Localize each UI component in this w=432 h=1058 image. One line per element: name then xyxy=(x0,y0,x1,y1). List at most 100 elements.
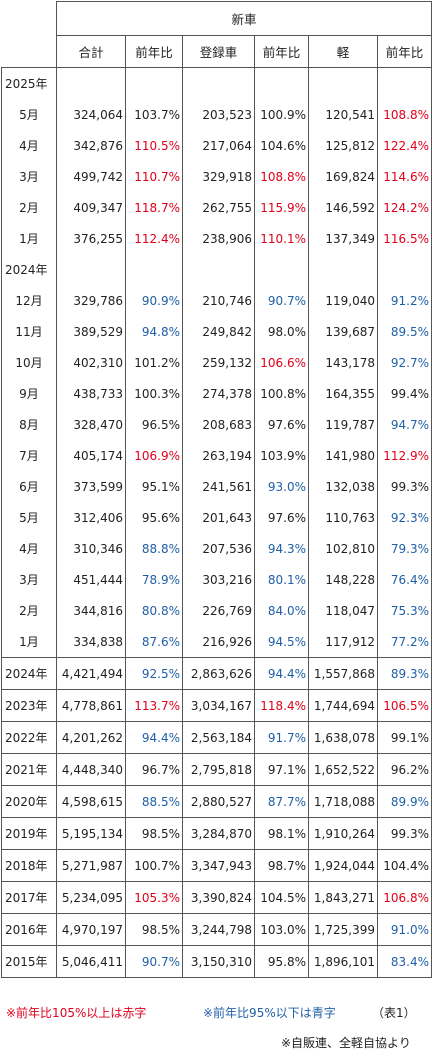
cell-registered: 3,347,943 xyxy=(182,849,255,882)
cell-total: 4,598,615 xyxy=(56,785,126,818)
cell-total-yoy: 92.5% xyxy=(125,657,183,690)
col-header-total-yoy: 前年比 xyxy=(125,35,183,68)
cell-kei: 146,592 xyxy=(308,192,378,223)
table-row: 4月 310,346 88.8% 207,536 94.3% 102,810 79.3% xyxy=(1,533,432,564)
cell-registered-yoy xyxy=(254,67,309,99)
table-row: 2022年 4,201,262 94.4% 2,563,184 91.7% 1,638,0… xyxy=(1,721,432,754)
cell-kei: 141,980 xyxy=(308,440,378,471)
cell-registered: 262,755 xyxy=(182,192,255,223)
row-label: 2023年 xyxy=(1,689,57,722)
cell-kei-yoy: 92.3% xyxy=(377,502,432,533)
row-label: 10月 xyxy=(1,347,57,378)
table-row: 2018年 5,271,987 100.7% 3,347,943 98.7% 1,924,… xyxy=(1,849,432,882)
cell-kei-yoy: 75.3% xyxy=(377,595,432,626)
cell-registered: 3,034,167 xyxy=(182,689,255,722)
table-row: 9月 438,733 100.3% 274,378 100.8% 164,355 99.4% xyxy=(1,378,432,409)
cell-total-yoy: 95.6% xyxy=(125,502,183,533)
cell-total: 4,970,197 xyxy=(56,913,126,946)
cell-total: 499,742 xyxy=(56,161,126,192)
cell-registered: 208,683 xyxy=(182,409,255,440)
cell-kei: 119,040 xyxy=(308,285,378,316)
table-row: 2月 344,816 80.8% 226,769 84.0% 118,047 75.3% xyxy=(1,595,432,626)
cell-total: 409,347 xyxy=(56,192,126,223)
header-corner xyxy=(1,1,57,36)
row-label: 4月 xyxy=(1,130,57,161)
cell-kei xyxy=(308,254,378,285)
cell-total-yoy: 103.7% xyxy=(125,99,183,130)
cell-total-yoy xyxy=(125,254,183,285)
cell-kei-yoy: 79.3% xyxy=(377,533,432,564)
cell-registered-yoy: 104.6% xyxy=(254,130,309,161)
table-number: （表1） xyxy=(372,1006,416,1020)
cell-kei: 1,638,078 xyxy=(308,721,378,754)
cell-kei: 1,924,044 xyxy=(308,849,378,882)
cell-total: 373,599 xyxy=(56,471,126,502)
cell-registered: 238,906 xyxy=(182,223,255,254)
row-label: 2月 xyxy=(1,192,57,223)
cell-total-yoy: 94.4% xyxy=(125,721,183,754)
cell-total-yoy: 96.5% xyxy=(125,409,183,440)
cell-registered-yoy: 98.0% xyxy=(254,316,309,347)
cell-registered-yoy: 84.0% xyxy=(254,595,309,626)
cell-registered-yoy: 115.9% xyxy=(254,192,309,223)
cell-total-yoy: 110.7% xyxy=(125,161,183,192)
cell-total-yoy: 78.9% xyxy=(125,564,183,595)
table-row: 2019年 5,195,134 98.5% 3,284,870 98.1% 1,910,2… xyxy=(1,817,432,850)
row-label: 6月 xyxy=(1,471,57,502)
cell-kei-yoy: 89.5% xyxy=(377,316,432,347)
cell-total: 334,838 xyxy=(56,626,126,658)
cell-registered-yoy: 91.7% xyxy=(254,721,309,754)
cell-kei: 118,047 xyxy=(308,595,378,626)
cell-total: 402,310 xyxy=(56,347,126,378)
year-header-row: 2024年 xyxy=(1,254,432,285)
cell-registered xyxy=(182,254,255,285)
cell-total: 5,234,095 xyxy=(56,881,126,914)
cell-total-yoy: 88.8% xyxy=(125,533,183,564)
row-label: 1月 xyxy=(1,626,57,658)
cell-total-yoy: 95.1% xyxy=(125,471,183,502)
cell-total-yoy: 113.7% xyxy=(125,689,183,722)
cell-total-yoy: 88.5% xyxy=(125,785,183,818)
cell-registered: 303,216 xyxy=(182,564,255,595)
cell-kei xyxy=(308,67,378,99)
cell-total-yoy: 90.9% xyxy=(125,285,183,316)
cell-registered-yoy: 80.1% xyxy=(254,564,309,595)
cell-registered: 2,795,818 xyxy=(182,753,255,786)
cell-total: 312,406 xyxy=(56,502,126,533)
row-label: 11月 xyxy=(1,316,57,347)
cell-total: 342,876 xyxy=(56,130,126,161)
cell-kei: 1,843,271 xyxy=(308,881,378,914)
table-row: 2020年 4,598,615 88.5% 2,880,527 87.7% 1,718,0… xyxy=(1,785,432,818)
cell-kei-yoy: 89.9% xyxy=(377,785,432,818)
cell-kei-yoy: 116.5% xyxy=(377,223,432,254)
row-label: 2024年 xyxy=(1,657,57,690)
row-label: 8月 xyxy=(1,409,57,440)
row-label: 3月 xyxy=(1,161,57,192)
cell-total-yoy: 100.3% xyxy=(125,378,183,409)
col-header-total: 合計 xyxy=(56,35,126,68)
cell-registered: 241,561 xyxy=(182,471,255,502)
col-header-registered-yoy: 前年比 xyxy=(254,35,309,68)
cell-registered-yoy: 87.7% xyxy=(254,785,309,818)
col-header-kei-yoy: 前年比 xyxy=(377,35,432,68)
cell-kei: 137,349 xyxy=(308,223,378,254)
note-blue-rule: ※前年比95%以下は青字 xyxy=(203,1006,336,1020)
cell-total: 376,255 xyxy=(56,223,126,254)
cell-total: 5,195,134 xyxy=(56,817,126,850)
cell-kei: 1,652,522 xyxy=(308,753,378,786)
cell-total: 451,444 xyxy=(56,564,126,595)
cell-kei-yoy: 108.8% xyxy=(377,99,432,130)
cell-total-yoy: 112.4% xyxy=(125,223,183,254)
row-label: 3月 xyxy=(1,564,57,595)
cell-total xyxy=(56,254,126,285)
row-label: 2020年 xyxy=(1,785,57,818)
table-row: 8月 328,470 96.5% 208,683 97.6% 119,787 94.7% xyxy=(1,409,432,440)
table-row: 11月 389,529 94.8% 249,842 98.0% 139,687 89.5% xyxy=(1,316,432,347)
cell-registered-yoy: 103.9% xyxy=(254,440,309,471)
cell-registered-yoy xyxy=(254,254,309,285)
cell-registered: 3,284,870 xyxy=(182,817,255,850)
cell-kei: 102,810 xyxy=(308,533,378,564)
cell-kei: 164,355 xyxy=(308,378,378,409)
cell-total: 4,448,340 xyxy=(56,753,126,786)
row-label: 2022年 xyxy=(1,721,57,754)
